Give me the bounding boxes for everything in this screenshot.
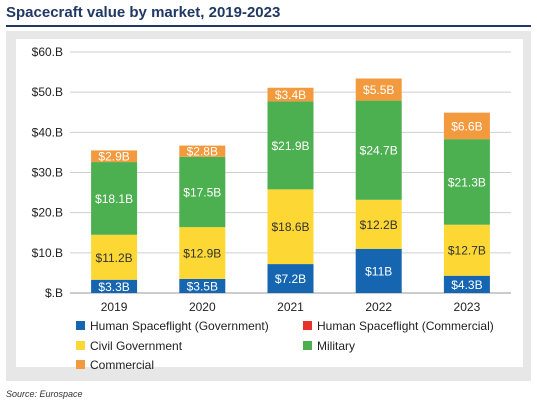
- data-label: $18.6B: [271, 220, 309, 234]
- bar-segment: [179, 156, 226, 228]
- bar-segment: [267, 101, 314, 190]
- legend-label: Commercial: [90, 358, 154, 372]
- y-tick-label: $20.B: [32, 206, 63, 220]
- data-label: $2.8B: [187, 145, 218, 159]
- legend-swatch: [303, 321, 312, 330]
- data-label: $21.9B: [271, 139, 309, 153]
- bar-segment: [91, 279, 138, 293]
- data-label: $11.2B: [96, 251, 133, 265]
- bar-segment: [443, 139, 490, 225]
- bar-segment: [179, 278, 226, 293]
- stacked-bar-chart: $.B$10.B$20.B$30.B$40.B$50.B$60.B $3.3B$…: [16, 39, 523, 372]
- data-label: $4.3B: [451, 278, 482, 292]
- legend-swatch: [76, 341, 85, 350]
- legend: Human Spaceflight (Government) Human Spac…: [76, 319, 494, 372]
- x-tick-label: 2020: [189, 300, 216, 314]
- bar-segment: [179, 227, 226, 279]
- data-label: $3.5B: [187, 279, 218, 293]
- bar-segment: [91, 150, 138, 163]
- y-tick-label: $10.B: [32, 246, 63, 260]
- source-note: Source: Eurospace: [6, 389, 83, 399]
- bar-segment: [91, 234, 138, 280]
- data-label: $11B: [365, 264, 392, 278]
- x-axis: 2019 2020 2021 2022 2023: [101, 300, 481, 314]
- x-tick-label: 2021: [277, 300, 304, 314]
- x-tick-label: 2022: [365, 300, 392, 314]
- legend-label: Military: [317, 339, 355, 353]
- data-label: $12.2B: [360, 218, 398, 232]
- data-label: $6.6B: [451, 119, 482, 133]
- data-label: $12.7B: [448, 244, 486, 258]
- chart-panel: $.B $10.B $20.B $30.B $40.B $50.B $60.B $3.3B $…: [6, 31, 531, 381]
- data-label: $7.2B: [275, 272, 306, 286]
- bars: $3.3B $11.2B $18.1B $2.9B $3.5B $12.9B $17.5B $…: [91, 78, 490, 294]
- bar-segment: [443, 224, 490, 276]
- y-tick-label: $50.B: [32, 85, 63, 99]
- legend-label: Human Spaceflight (Government): [90, 319, 269, 333]
- data-label: $17.5B: [183, 185, 221, 199]
- chart-title: Spacecraft value by market, 2019-2023: [6, 4, 281, 21]
- data-label: $18.1B: [95, 192, 133, 206]
- x-tick-label: 2023: [454, 300, 481, 314]
- y-tick-label: $30.B: [32, 166, 63, 180]
- data-label: $12.9B: [183, 247, 221, 261]
- bar-segment: [355, 199, 402, 249]
- bar-segment: [179, 145, 226, 157]
- bar-segment: [355, 100, 402, 200]
- x-tick-label: 2019: [101, 300, 128, 314]
- bar-segment: [91, 162, 138, 235]
- bar-segment: [267, 189, 314, 265]
- bar-segment: [267, 264, 314, 293]
- y-tick-label: $40.B: [32, 125, 63, 139]
- legend-label: Human Spaceflight (Commercial): [317, 319, 494, 333]
- legend-swatch: [76, 321, 85, 330]
- data-label: $24.7B: [360, 144, 398, 158]
- title-divider: [6, 25, 531, 27]
- bar-segment: [355, 248, 402, 293]
- y-axis: $.B $10.B $20.B $30.B $40.B $50.B $60.B: [32, 45, 63, 300]
- legend-label: Civil Government: [90, 339, 183, 353]
- legend-swatch: [76, 360, 85, 369]
- y-tick-label: $.B: [45, 286, 63, 300]
- data-label: $3.4B: [275, 88, 306, 102]
- data-label: $2.9B: [98, 150, 129, 164]
- data-label: $3.3B: [98, 280, 129, 294]
- bar-segment: [267, 87, 314, 102]
- bar-segment: [443, 112, 490, 140]
- legend-swatch: [303, 341, 312, 350]
- bar-segment: [355, 78, 402, 101]
- y-tick-label: $60.B: [32, 45, 63, 59]
- data-label: $5.5B: [363, 83, 394, 97]
- bar-segment: [443, 275, 490, 293]
- data-label: $21.3B: [448, 175, 486, 189]
